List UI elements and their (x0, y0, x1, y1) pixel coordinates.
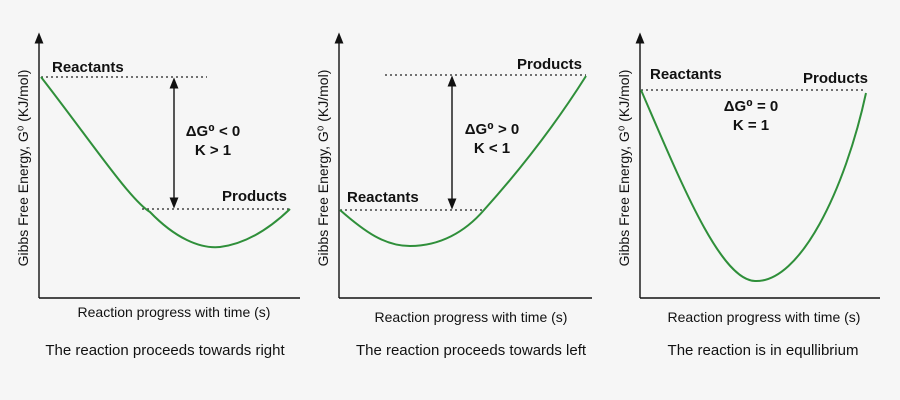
x-axis-label: Reaction progress with time (s) (668, 309, 861, 325)
products-label: Products (517, 56, 582, 73)
panel-right: Gibbs Free Energy, G⁰ (KJ/mol) Reaction … (15, 32, 300, 359)
panel-equilibrium: Gibbs Free Energy, G⁰ (KJ/mol) Reaction … (616, 32, 880, 359)
delta-g-label: ΔG⁰ > 0 (465, 121, 519, 138)
panel-left: Gibbs Free Energy, G⁰ (KJ/mol) Reaction … (315, 32, 592, 359)
x-axis-label: Reaction progress with time (s) (375, 309, 568, 325)
delta-g-label: ΔG⁰ = 0 (724, 98, 778, 115)
delta-g-label: ΔG⁰ < 0 (186, 123, 240, 140)
energy-curve (40, 76, 291, 249)
products-label: Products (222, 188, 287, 205)
reactants-label: Reactants (347, 189, 419, 206)
products-label: Products (803, 70, 868, 87)
reactants-label: Reactants (650, 66, 722, 83)
k-label: K < 1 (474, 140, 510, 157)
reactants-label: Reactants (52, 59, 124, 76)
y-axis-label: Gibbs Free Energy, G⁰ (KJ/mol) (616, 70, 632, 267)
energy-curve (339, 75, 587, 248)
k-label: K = 1 (733, 117, 769, 134)
caption: The reaction proceeds towards right (45, 342, 285, 359)
x-axis-label: Reaction progress with time (s) (78, 304, 271, 320)
caption: The reaction is in equllibrium (668, 342, 859, 359)
energy-curve (640, 89, 867, 283)
y-axis-label: Gibbs Free Energy, G⁰ (KJ/mol) (315, 70, 331, 267)
y-axis-label: Gibbs Free Energy, G⁰ (KJ/mol) (15, 70, 31, 267)
caption: The reaction proceeds towards left (356, 342, 587, 359)
k-label: K > 1 (195, 142, 231, 159)
